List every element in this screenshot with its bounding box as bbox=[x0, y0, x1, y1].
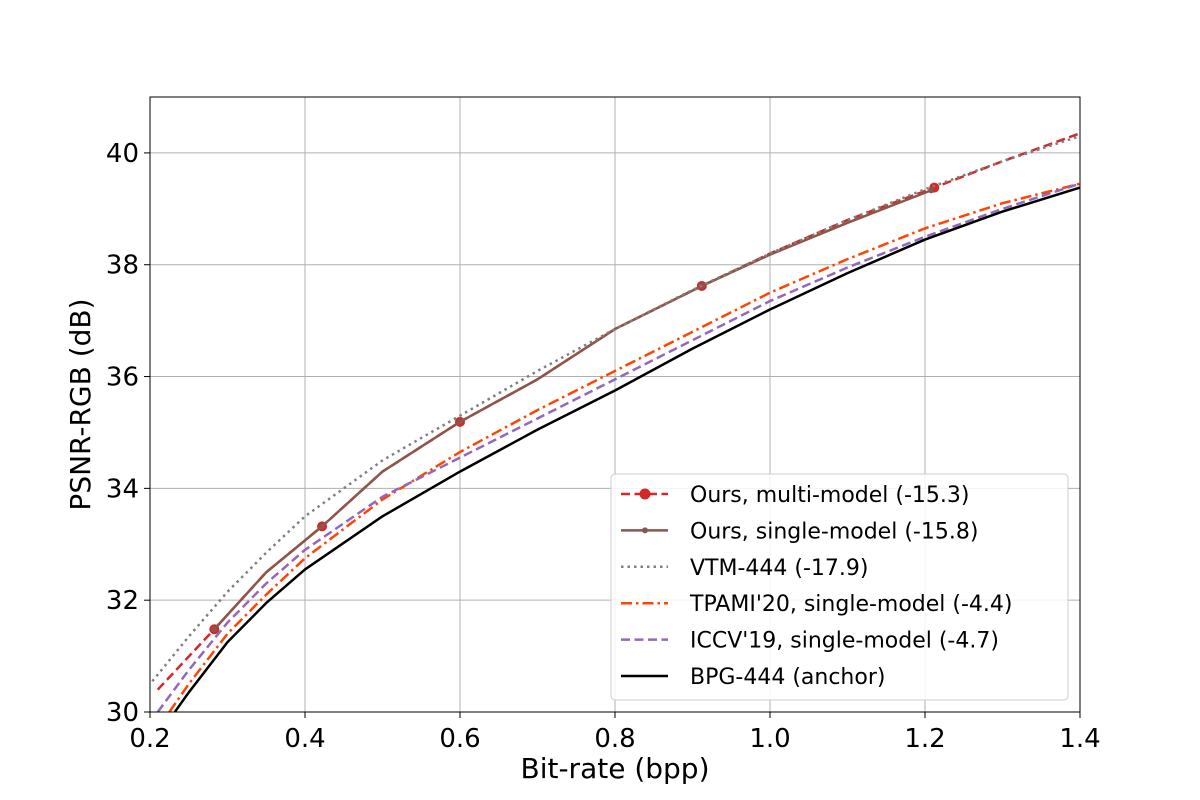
x-tick-label: 1.4 bbox=[1059, 724, 1100, 754]
axis-ticks: 0.2 0.4 0.6 0.8 1.0 1.2 1.4 30 32 34 36 38 40 bbox=[106, 139, 1101, 754]
series-line bbox=[156, 182, 1080, 712]
data-point bbox=[211, 626, 218, 633]
legend-label: VTM-444 (-17.9) bbox=[690, 556, 868, 581]
legend-label: TPAMI'20, single-model (-4.4) bbox=[689, 592, 1013, 617]
series-5 bbox=[173, 186, 1080, 712]
series-line bbox=[213, 189, 932, 631]
y-tick-label: 36 bbox=[106, 363, 139, 393]
y-tick-label: 40 bbox=[106, 139, 139, 169]
x-tick-label: 0.4 bbox=[284, 724, 325, 754]
x-tick-label: 0.6 bbox=[439, 724, 480, 754]
y-tick-label: 34 bbox=[106, 474, 139, 504]
plot-area bbox=[151, 132, 1080, 712]
x-tick-label: 1.0 bbox=[749, 724, 790, 754]
series-3 bbox=[168, 182, 1080, 712]
data-point bbox=[928, 187, 935, 194]
legend-marker bbox=[639, 488, 651, 500]
series-4 bbox=[156, 182, 1080, 712]
x-tick-label: 0.8 bbox=[594, 724, 635, 754]
legend-marker bbox=[642, 527, 648, 534]
y-axis-label: PSNR-RGB (dB) bbox=[64, 298, 97, 510]
legend-label: ICCV'19, single-model (-4.7) bbox=[690, 629, 999, 654]
series-1 bbox=[211, 187, 935, 633]
y-tick-label: 32 bbox=[106, 586, 139, 616]
legend-label: BPG-444 (anchor) bbox=[690, 665, 885, 690]
legend-box bbox=[610, 473, 1069, 701]
series-line bbox=[168, 182, 1080, 712]
x-tick-label: 1.2 bbox=[904, 724, 945, 754]
data-point bbox=[457, 418, 463, 425]
y-tick-label: 30 bbox=[106, 698, 139, 728]
y-tick-label: 38 bbox=[106, 251, 139, 281]
legend-label: Ours, multi-model (-15.3) bbox=[690, 483, 970, 508]
data-point bbox=[319, 523, 326, 530]
x-axis-label: Bit-rate (bpp) bbox=[520, 752, 709, 785]
legend: Ours, multi-model (-15.3) Ours, single-mo… bbox=[610, 473, 1069, 701]
x-tick-label: 0.2 bbox=[129, 724, 170, 754]
legend-label: Ours, single-model (-15.8) bbox=[690, 519, 978, 544]
series-line bbox=[173, 186, 1080, 712]
